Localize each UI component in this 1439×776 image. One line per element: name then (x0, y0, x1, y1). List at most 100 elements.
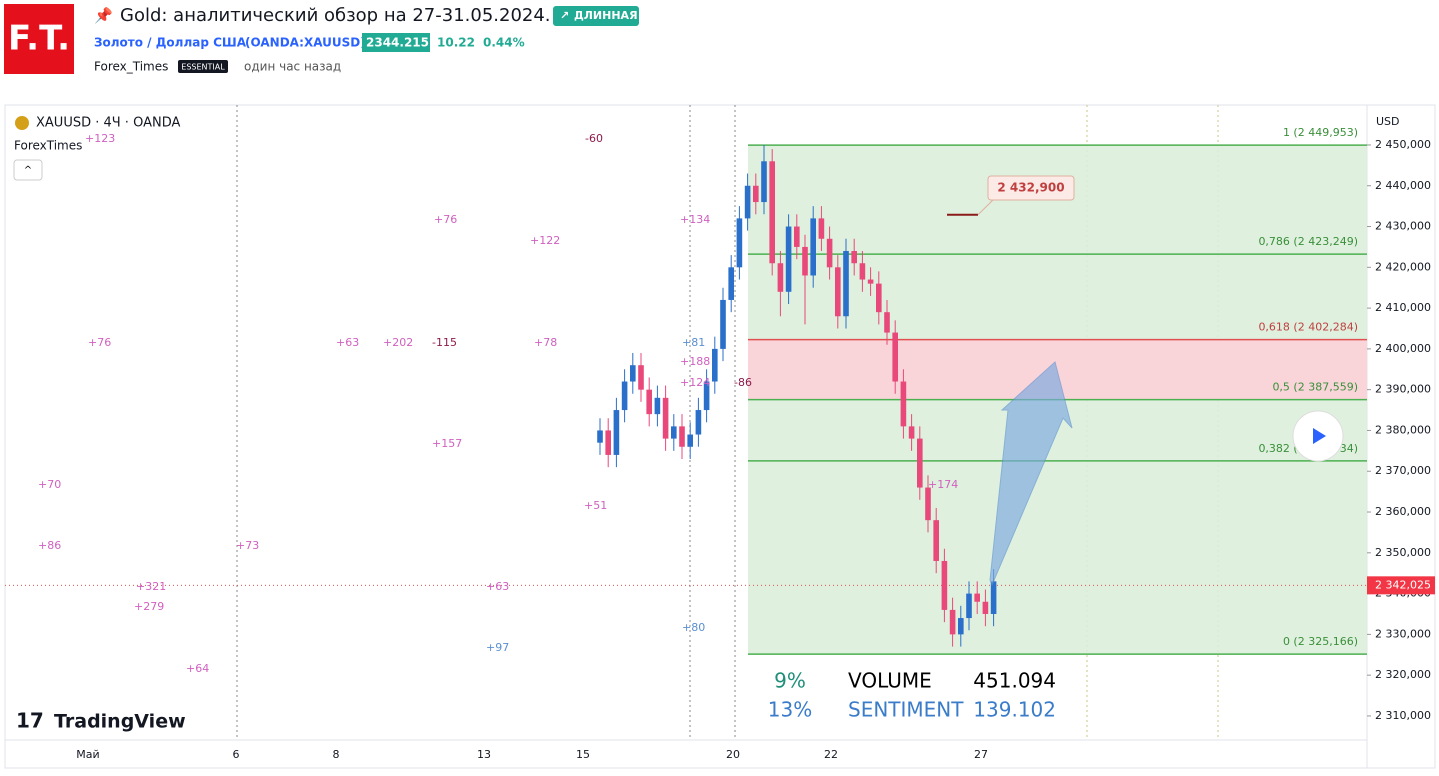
price-box (362, 33, 430, 52)
annotation: +124 (680, 376, 710, 389)
candle-body (662, 397, 669, 439)
candle-body (925, 487, 931, 521)
callout-pointer (977, 197, 996, 216)
candle-body (720, 299, 726, 349)
annotation: -60 (585, 132, 603, 145)
annotation: -115 (432, 336, 457, 349)
badge[interactable] (553, 6, 639, 26)
y-tick-label: 2 420,000 (1375, 260, 1431, 273)
candle-body (949, 609, 956, 635)
y-tick-label: 2 350,000 (1375, 546, 1431, 559)
annotation: +97 (486, 641, 509, 654)
candle-body (859, 263, 866, 280)
annotation: +76 (88, 336, 111, 349)
x-tick-label: 27 (974, 748, 988, 761)
candle-body (818, 218, 825, 239)
logo-box (4, 4, 74, 74)
candle-body (671, 426, 677, 439)
stat-value: 139.102 (973, 698, 1056, 722)
forecast-arrow (989, 361, 1073, 587)
chart-frame (4, 104, 1436, 769)
candle-body (794, 226, 800, 247)
candle-body (777, 263, 784, 292)
stat-value: 451.094 (973, 669, 1056, 693)
last-price-label: 2 342,025 (1375, 578, 1431, 591)
author[interactable]: Forex_Times (94, 60, 168, 74)
annotation: +81 (682, 336, 705, 349)
candle-body (605, 430, 611, 455)
badge-text: ДЛИННАЯ (574, 9, 638, 22)
annotation: +157 (432, 437, 462, 450)
pin: 📌 (94, 6, 113, 25)
annotation: +122 (530, 234, 560, 247)
candle-body (941, 560, 948, 610)
annotation: +80 (682, 621, 705, 634)
badge-arrow: ↗ (560, 9, 569, 22)
y-tick-label: 2 450,000 (1375, 138, 1431, 151)
x-tick-label: 20 (726, 748, 740, 761)
candle-body (744, 185, 751, 219)
collapse-button[interactable] (13, 159, 43, 181)
y-tick-label: 2 370,000 (1375, 464, 1431, 477)
stat-name: VOLUME (848, 669, 932, 693)
y-tick-label: 2 410,000 (1375, 301, 1431, 314)
collapse-icon: ^ (24, 165, 32, 176)
change: 10.22 (437, 36, 475, 50)
candle-body (876, 283, 882, 313)
candle-body (843, 251, 849, 317)
annotation: +279 (134, 600, 164, 613)
candle-body (785, 226, 792, 292)
candle-body (892, 332, 898, 382)
candle-body (630, 365, 636, 382)
annotation: -86 (734, 376, 752, 389)
candle-body (621, 381, 628, 411)
candle-body (761, 161, 767, 203)
y-tick-label: 2 430,000 (1375, 220, 1431, 233)
callout-box (987, 175, 1075, 201)
candle-body (646, 389, 652, 415)
fib-label: 0 (2 325,166) (1283, 635, 1358, 648)
x-tick-label: 15 (576, 748, 590, 761)
candle-body (753, 185, 759, 203)
annotation: +174 (928, 478, 958, 491)
time: один час назад (244, 60, 341, 74)
candle-body (703, 381, 710, 411)
chart-title: XAUUSD · 4Ч · OANDA (36, 116, 180, 131)
author-badge-box (178, 60, 228, 73)
annotation: +51 (584, 499, 607, 512)
candle-body (867, 279, 874, 284)
annotation: +134 (680, 213, 710, 226)
candle-body (884, 312, 890, 333)
candle-body (958, 618, 964, 635)
candle-body (613, 410, 620, 455)
y-tick-label: 2 390,000 (1375, 383, 1431, 396)
annotation: +123 (85, 132, 115, 145)
play-icon (1313, 428, 1326, 444)
title: Gold: аналитический обзор на 27-31.05.20… (120, 5, 551, 26)
x-tick-label: Май (76, 748, 99, 761)
candle-body (802, 246, 808, 276)
change-pct: 0.44% (483, 36, 525, 50)
candle-body (933, 520, 939, 561)
candle-body (966, 593, 972, 619)
y-tick-label: 2 440,000 (1375, 179, 1431, 192)
y-tick-label: 2 360,000 (1375, 505, 1431, 518)
candle-body (826, 238, 833, 268)
x-tick-label: 13 (477, 748, 491, 761)
annotation: +76 (434, 213, 457, 226)
annotation: +321 (136, 580, 166, 593)
brand-icon: 17 (16, 709, 44, 733)
candle-body (900, 381, 907, 427)
candle-body (851, 251, 857, 264)
symbol[interactable]: (OANDA:XAUUSD) (245, 36, 366, 50)
candle-body (974, 593, 980, 602)
candle-body (982, 601, 989, 614)
chart-subtitle: ForexTimes (14, 139, 82, 153)
annotation: +63 (336, 336, 359, 349)
fib-label: 0,618 (2 402,284) (1258, 321, 1358, 334)
candle-body (687, 434, 693, 447)
candle-body (597, 430, 603, 443)
candle-body (769, 161, 775, 264)
instrument[interactable]: Золото / Доллар США (94, 36, 247, 50)
